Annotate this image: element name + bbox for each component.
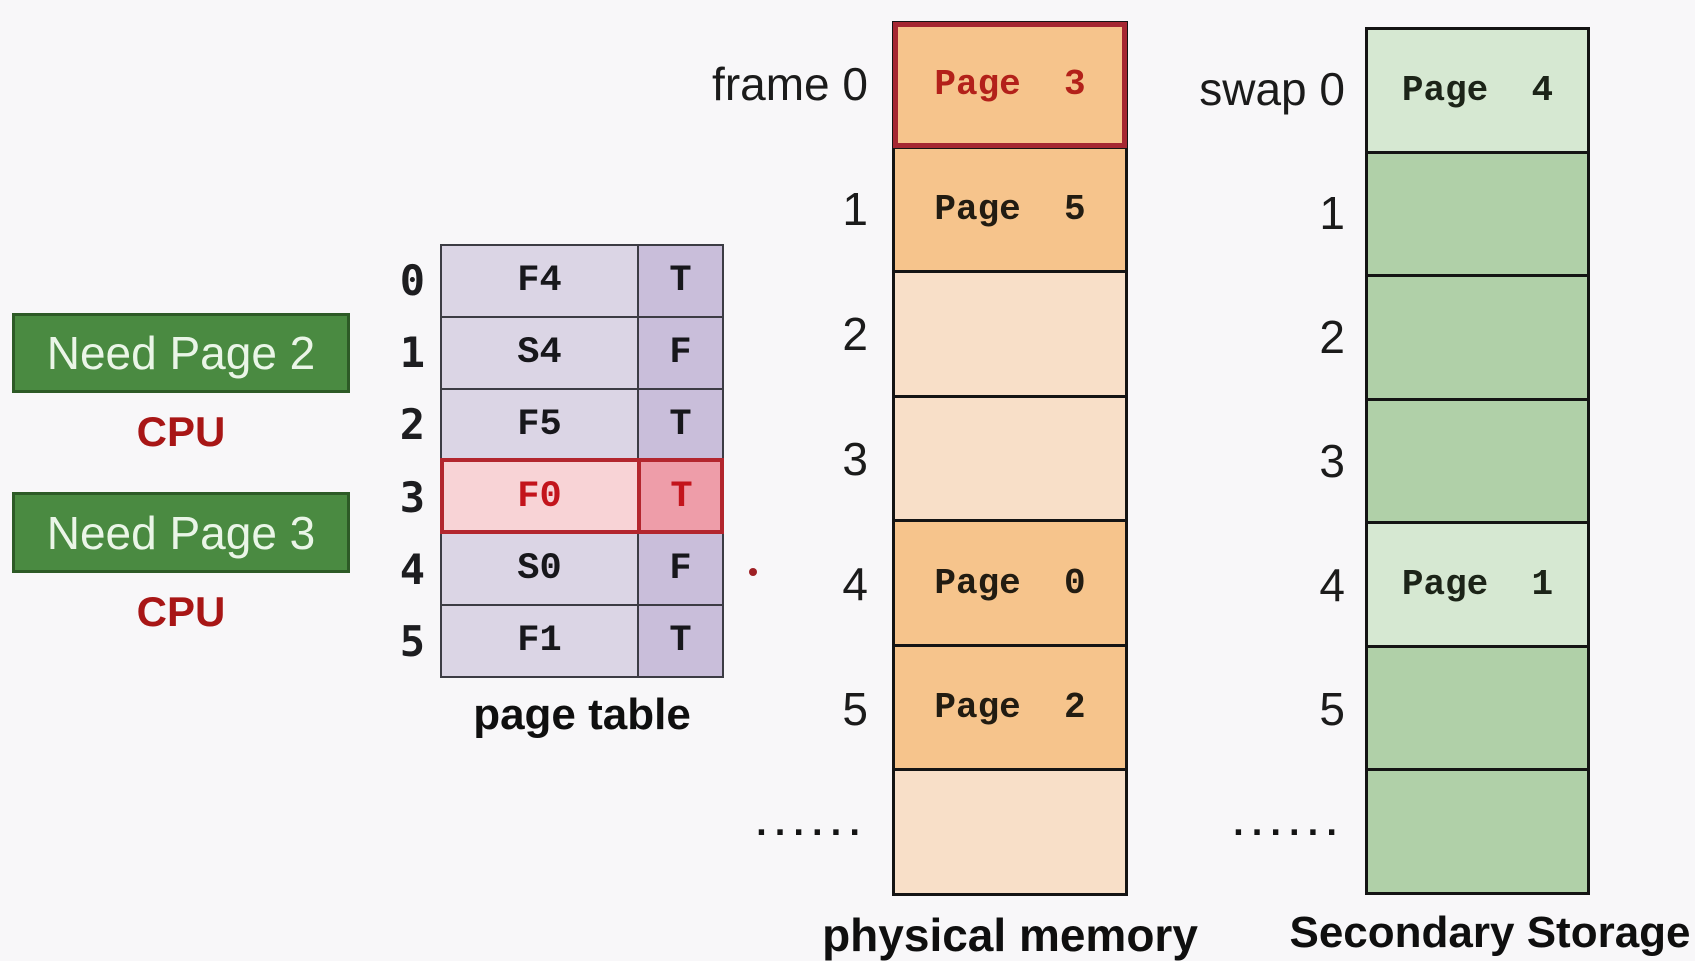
secondary-storage-caption: Secondary Storage (1289, 908, 1691, 957)
page-table-valid-cell: T (637, 606, 722, 676)
swap-slot-cell (1368, 644, 1587, 769)
physical-memory-column: Page 3 Page 5 Page 0 Page 2 (892, 21, 1128, 896)
swap-slot-cell (1368, 768, 1587, 893)
page-table-index: 4 (399, 544, 425, 594)
page-table-row: S0 F (442, 532, 722, 604)
page-table-row: F1 T (442, 604, 722, 676)
page-table-valid-cell: T (637, 462, 722, 532)
swap-slot-cell (1368, 397, 1587, 522)
page-table-index: 5 (399, 617, 425, 667)
cpu-label-1: CPU (136, 408, 226, 455)
swap-label: 1 (1319, 187, 1345, 239)
page-table-index: 3 (399, 472, 425, 522)
page-table-index: 0 (399, 255, 425, 305)
page-table-valid-cell: T (637, 390, 722, 460)
page-table-index: 1 (399, 327, 425, 377)
need-page-2-box: Need Page 2 (12, 313, 350, 393)
physical-memory-labels: frame 0 1 2 3 4 5 ······ (620, 21, 868, 896)
swap-label: 5 (1319, 683, 1345, 735)
page-table-row: F4 T (442, 246, 722, 316)
page-table-entry-cell: S0 (442, 534, 637, 604)
page-table-valid-cell: T (637, 246, 722, 316)
page-table-indices: 0 1 2 3 4 5 (330, 244, 425, 678)
ellipsis-label: ······ (756, 812, 868, 854)
swap-slot-cell (1368, 274, 1587, 398)
page-table-entry-cell: F4 (442, 246, 637, 316)
need-page-2-label: Need Page 2 (46, 327, 316, 379)
red-dot-artifact (749, 568, 757, 576)
cpu-label-2: CPU (136, 588, 226, 635)
ellipsis-label: ······ (1233, 811, 1345, 854)
page-table-row: S4 F (442, 316, 722, 388)
page-table-valid-cell: F (637, 318, 722, 388)
swap-label: swap 0 (1199, 63, 1345, 115)
swap-slot-cell: Page 4 (1368, 30, 1587, 151)
need-page-3-label: Need Page 3 (46, 506, 316, 559)
page-table-row-highlighted: F0 T (440, 458, 724, 534)
page-table-entry-cell: F1 (442, 606, 637, 676)
page-table-entry-cell: F0 (442, 462, 637, 532)
page-table-index: 2 (399, 400, 425, 450)
swap-label: 2 (1319, 311, 1345, 363)
memory-frame-cell: Page 0 (895, 519, 1125, 644)
frame-label: frame 0 (712, 57, 868, 110)
page-table-row: F5 T (442, 388, 722, 460)
memory-frame-cell: Page 2 (895, 643, 1125, 769)
swap-slot-cell (1368, 150, 1587, 275)
frame-label: 4 (842, 557, 868, 610)
need-page-3-box: Need Page 3 (12, 492, 350, 573)
memory-frame-cell (895, 394, 1125, 520)
memory-frame-cell (895, 270, 1125, 395)
frame-label: 3 (842, 432, 868, 485)
swap-label: 3 (1319, 435, 1345, 487)
memory-frame-cell (895, 768, 1125, 894)
secondary-storage-column: Page 4 Page 1 (1365, 27, 1590, 895)
frame-label: 1 (842, 182, 868, 235)
memory-frame-cell-highlighted: Page 3 (893, 22, 1127, 148)
swap-slot-cell: Page 1 (1368, 521, 1587, 645)
page-table-entry-cell: F5 (442, 390, 637, 460)
page-table-valid-cell: F (637, 534, 722, 604)
frame-label: 5 (842, 682, 868, 735)
frame-label: 2 (842, 307, 868, 360)
page-table-entry-cell: S4 (442, 318, 637, 388)
page-table-caption: page table (473, 690, 691, 739)
page-table: F4 T S4 F F5 T F0 T S0 F F1 T (440, 244, 724, 678)
memory-frame-cell: Page 5 (895, 145, 1125, 271)
swap-label: 4 (1319, 559, 1345, 611)
physical-memory-caption: physical memory (822, 909, 1198, 961)
secondary-storage-labels: swap 0 1 2 3 4 5 ······ (1095, 27, 1345, 895)
